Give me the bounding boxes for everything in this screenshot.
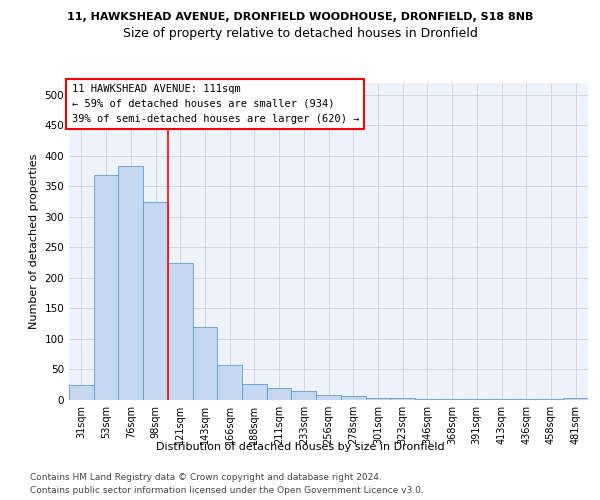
Bar [143, 202, 168, 400]
Text: 11 HAWKSHEAD AVENUE: 111sqm
← 59% of detached houses are smaller (934)
39% of se: 11 HAWKSHEAD AVENUE: 111sqm ← 59% of det… [71, 84, 359, 124]
Bar [563, 398, 588, 400]
Bar [316, 395, 341, 400]
Text: Size of property relative to detached houses in Dronfield: Size of property relative to detached ho… [122, 28, 478, 40]
Text: Contains HM Land Registry data © Crown copyright and database right 2024.: Contains HM Land Registry data © Crown c… [30, 472, 382, 482]
Bar [341, 396, 365, 400]
Bar [94, 176, 118, 400]
Bar [168, 262, 193, 400]
Bar [415, 399, 440, 400]
Bar [390, 398, 415, 400]
Bar [69, 384, 94, 400]
Bar [118, 166, 143, 400]
Text: 11, HAWKSHEAD AVENUE, DRONFIELD WOODHOUSE, DRONFIELD, S18 8NB: 11, HAWKSHEAD AVENUE, DRONFIELD WOODHOUS… [67, 12, 533, 22]
Bar [365, 398, 390, 400]
Y-axis label: Number of detached properties: Number of detached properties [29, 154, 39, 329]
Bar [193, 326, 217, 400]
Text: Contains public sector information licensed under the Open Government Licence v3: Contains public sector information licen… [30, 486, 424, 495]
Bar [242, 384, 267, 400]
Bar [217, 365, 242, 400]
Bar [440, 399, 464, 400]
Bar [267, 388, 292, 400]
Bar [292, 391, 316, 400]
Text: Distribution of detached houses by size in Dronfield: Distribution of detached houses by size … [155, 442, 445, 452]
